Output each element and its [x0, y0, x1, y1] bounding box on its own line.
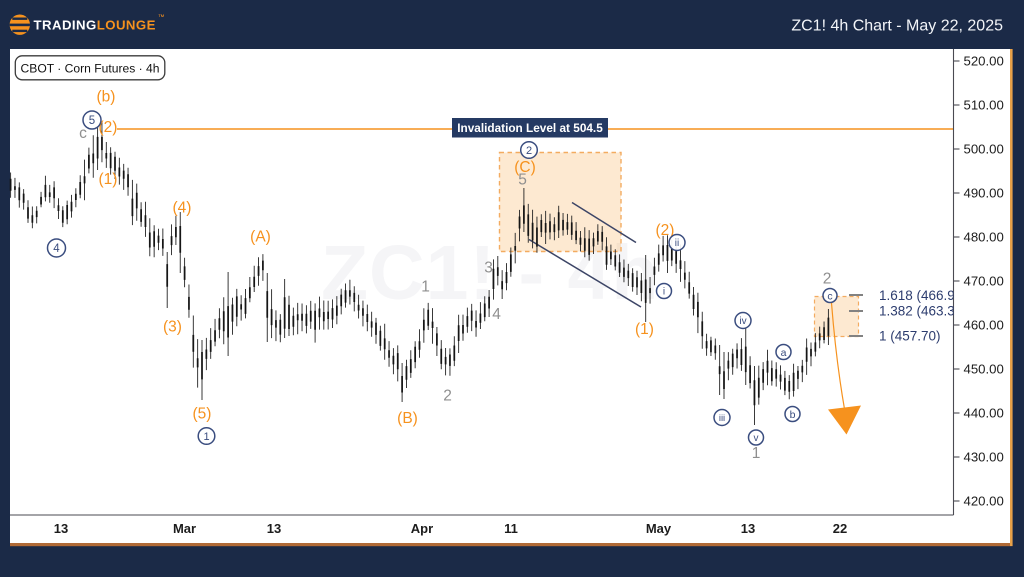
svg-text:Mar: Mar [173, 521, 196, 536]
svg-text:c: c [827, 290, 832, 302]
svg-text:1: 1 [752, 445, 761, 462]
svg-text:5: 5 [518, 172, 527, 189]
svg-text:13: 13 [267, 521, 281, 536]
svg-text:490.00: 490.00 [964, 186, 1004, 201]
svg-text:420.00: 420.00 [964, 494, 1004, 509]
svg-text:CBOT · Corn Futures · 4h: CBOT · Corn Futures · 4h [21, 62, 160, 76]
svg-text:510.00: 510.00 [964, 98, 1004, 113]
svg-text:v: v [754, 433, 759, 444]
svg-text:520.00: 520.00 [964, 54, 1004, 69]
svg-text:13: 13 [54, 521, 68, 536]
svg-text:1.382 (463.39): 1.382 (463.39) [879, 304, 967, 319]
svg-text:3: 3 [484, 260, 493, 277]
svg-text:(4): (4) [173, 200, 192, 217]
svg-text:(A): (A) [250, 229, 271, 246]
svg-text:480.00: 480.00 [964, 230, 1004, 245]
svg-text:5: 5 [89, 115, 95, 127]
svg-text:a: a [781, 347, 787, 359]
svg-text:1 (457.70): 1 (457.70) [879, 329, 941, 344]
svg-text:b: b [790, 409, 796, 421]
svg-text:TRADINGLOUNGE: TRADINGLOUNGE [34, 18, 156, 33]
svg-text:1: 1 [203, 431, 209, 443]
svg-text:13: 13 [741, 521, 755, 536]
svg-text:2: 2 [823, 271, 832, 288]
svg-text:(3): (3) [163, 319, 182, 336]
svg-text:Apr: Apr [411, 521, 433, 536]
svg-text:ZC1! 4h Chart - May 22, 2025: ZC1! 4h Chart - May 22, 2025 [791, 18, 1003, 35]
svg-text:(2): (2) [99, 119, 118, 136]
svg-text:iii: iii [719, 413, 725, 424]
svg-text:ii: ii [675, 238, 679, 249]
svg-text:4: 4 [53, 243, 60, 255]
svg-text:430.00: 430.00 [964, 450, 1004, 465]
svg-text:22: 22 [833, 521, 847, 536]
svg-text:May: May [646, 521, 672, 536]
svg-text:450.00: 450.00 [964, 362, 1004, 377]
svg-text:(C): (C) [514, 159, 536, 176]
svg-text:i: i [663, 287, 665, 298]
svg-text:4: 4 [492, 306, 501, 323]
svg-text:460.00: 460.00 [964, 318, 1004, 333]
svg-text:1: 1 [421, 279, 430, 296]
svg-text:2: 2 [526, 145, 532, 157]
svg-text:500.00: 500.00 [964, 142, 1004, 157]
svg-text:1.618 (466.95): 1.618 (466.95) [879, 288, 967, 303]
svg-text:(2): (2) [656, 222, 675, 239]
svg-text:(b): (b) [97, 89, 116, 106]
svg-text:440.00: 440.00 [964, 406, 1004, 421]
svg-text:2: 2 [443, 388, 452, 405]
svg-text:470.00: 470.00 [964, 274, 1004, 289]
svg-text:(B): (B) [397, 410, 418, 427]
svg-text:iv: iv [739, 316, 746, 327]
svg-text:(1): (1) [99, 171, 118, 188]
svg-text:(5): (5) [193, 406, 212, 423]
svg-text:c: c [79, 125, 87, 142]
svg-text:™: ™ [158, 14, 165, 21]
svg-text:(1): (1) [635, 321, 654, 338]
svg-text:11: 11 [504, 521, 518, 536]
svg-text:Invalidation Level at 504.5: Invalidation Level at 504.5 [457, 121, 603, 135]
